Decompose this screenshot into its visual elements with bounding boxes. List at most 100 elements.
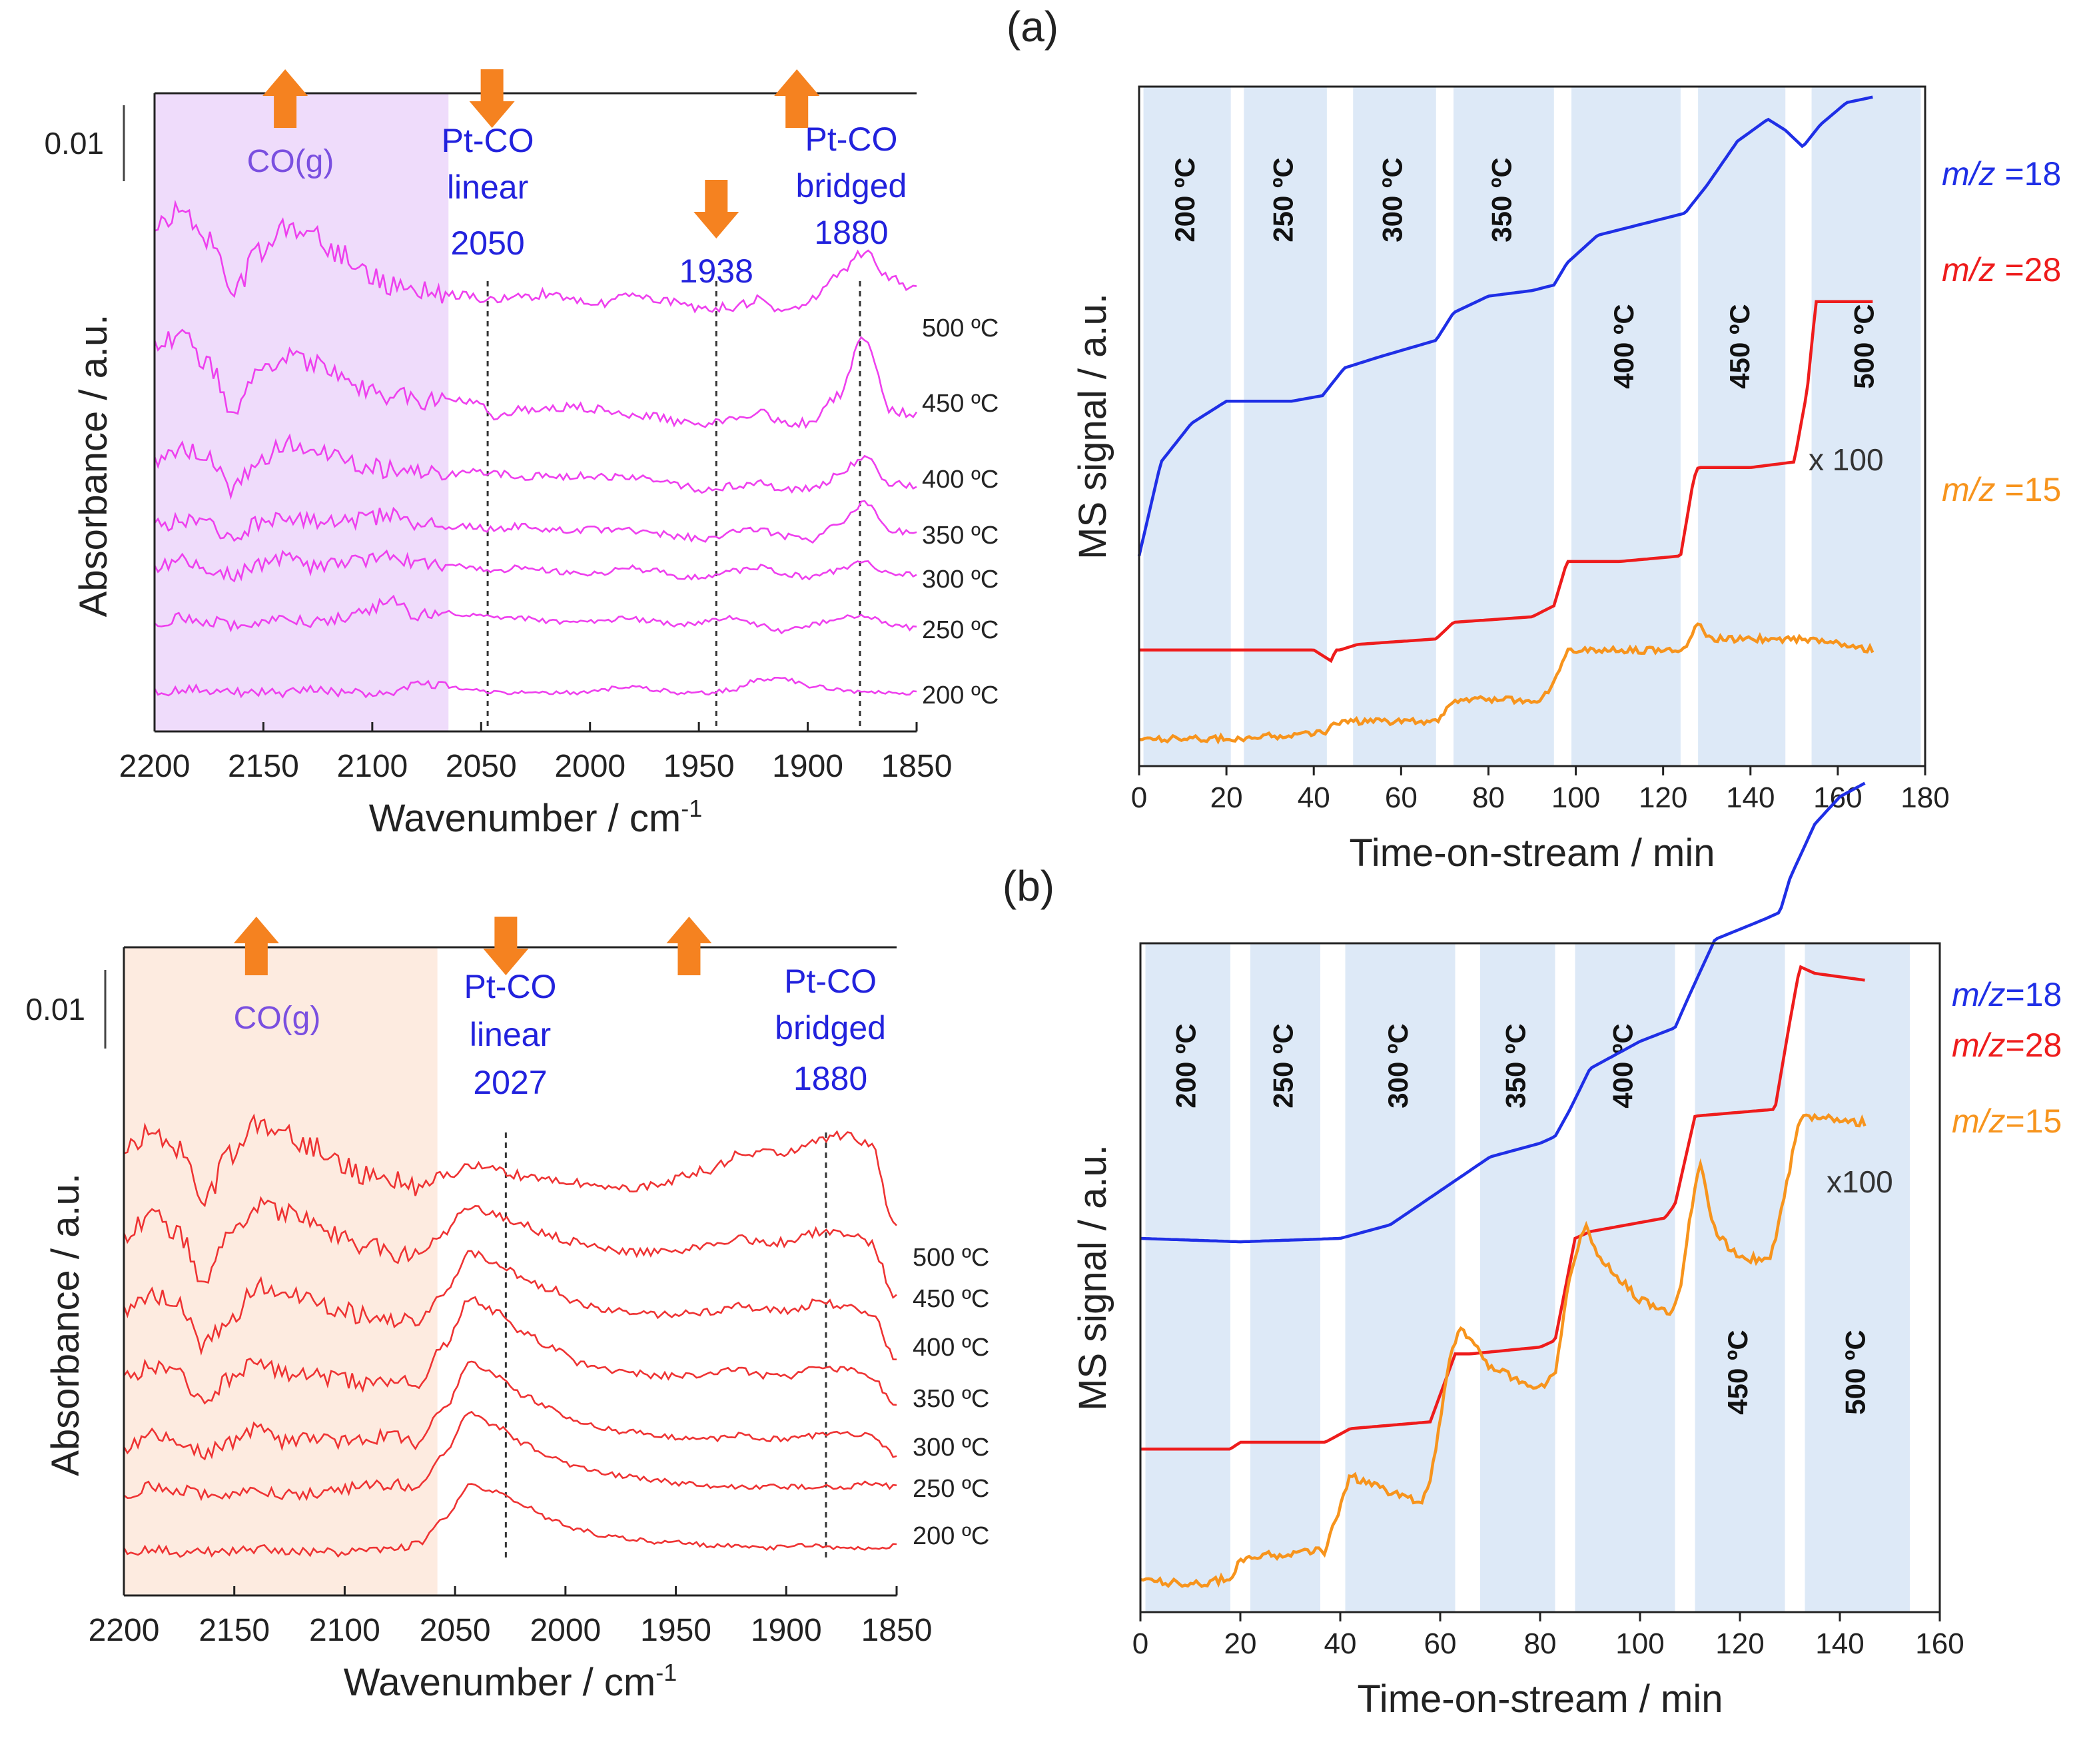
decrease-arrow-icon xyxy=(693,180,739,238)
x-tick-label: 60 xyxy=(1385,781,1418,814)
x-tick-label: 2050 xyxy=(446,749,517,784)
temperature-band xyxy=(1244,87,1327,766)
temperature-band xyxy=(1575,943,1675,1612)
peak-annotation: 2050 xyxy=(450,224,524,262)
x-tick-label: 160 xyxy=(1915,1627,1964,1660)
band-temperature-label: 450 ºC xyxy=(1722,1330,1753,1414)
x-tick-label: 80 xyxy=(1472,781,1505,814)
increase-arrow-icon xyxy=(774,69,820,128)
series-label: 250 ºC xyxy=(922,616,999,644)
band-temperature-label: 200 ºC xyxy=(1170,1023,1201,1108)
band-temperature-label: 300 ºC xyxy=(1377,157,1408,242)
spectrum-line xyxy=(123,1250,897,1360)
ms-signal-chart-a: 200 ºC 250 ºC 300 ºC 350 ºC 400 ºC 450 ºC 500 … xyxy=(1071,85,2061,875)
x-tick-label: 2000 xyxy=(530,1613,601,1648)
x-tick-label: 100 xyxy=(1551,781,1600,814)
band-temperature-label: 450 ºC xyxy=(1724,304,1755,388)
ms-series-line xyxy=(1140,1112,1867,1588)
temperature-band xyxy=(1698,87,1786,766)
series-label: 500 ºC xyxy=(913,1244,989,1272)
band-temperature-label: 500 ºC xyxy=(1839,1330,1871,1414)
series-legend-label: m/z=28 xyxy=(1952,1027,2062,1064)
spectrum-line xyxy=(123,1483,897,1558)
peak-annotation: linear xyxy=(470,1016,551,1053)
peak-annotation: Pt-CO xyxy=(784,963,877,1000)
temperature-band xyxy=(1571,87,1681,766)
peak-annotation: linear xyxy=(447,169,528,206)
x-axis-label: Wavenumber / cm-1 xyxy=(344,1659,677,1704)
x-tick-label: 20 xyxy=(1224,1627,1257,1660)
x-tick-label: 60 xyxy=(1424,1627,1457,1660)
ir-spectra-chart-b: 200 ºC 250 ºC 300 ºC 350 ºC 400 ºC 450 ºC 500 … xyxy=(25,917,989,1704)
series-label: 350 ºC xyxy=(922,522,999,550)
increase-arrow-icon xyxy=(233,917,279,975)
x-tick-label: 2200 xyxy=(89,1613,160,1648)
temperature-band xyxy=(1811,87,1921,766)
decrease-arrow-icon xyxy=(469,69,515,128)
co-gas-shaded-region xyxy=(124,947,438,1595)
co-gas-label: CO(g) xyxy=(247,144,334,179)
x-tick-label: 40 xyxy=(1298,781,1330,814)
spectrum-line xyxy=(123,1410,897,1502)
spectrum-line xyxy=(154,594,917,635)
scale-note: x 100 xyxy=(1809,442,1884,477)
series-label: 200 ºC xyxy=(922,681,999,709)
panel-label-a: (a) xyxy=(1007,3,1058,51)
peak-annotation: Pt-CO xyxy=(464,968,557,1005)
series-legend-label: m/z=18 xyxy=(1952,976,2062,1013)
ms-series-line xyxy=(1140,965,1865,1451)
series-label: 350 ºC xyxy=(913,1385,989,1413)
band-temperature-label: 350 ºC xyxy=(1499,1023,1531,1108)
peak-annotation: 1880 xyxy=(793,1060,867,1097)
co-gas-label: CO(g) xyxy=(234,1001,321,1036)
series-label: 400 ºC xyxy=(922,466,999,494)
series-legend-label: m/z=15 xyxy=(1952,1102,2062,1140)
spectrum-line xyxy=(123,1296,897,1406)
x-tick-label: 80 xyxy=(1524,1627,1557,1660)
temperature-band xyxy=(1480,943,1555,1612)
scale-bar-label: 0.01 xyxy=(25,992,85,1027)
y-axis-label: MS signal / a.u. xyxy=(1071,1144,1114,1411)
x-tick-label: 120 xyxy=(1639,781,1687,814)
spectrum-line xyxy=(123,1113,897,1226)
increase-arrow-icon xyxy=(666,917,712,975)
ms-series-line xyxy=(1139,300,1873,663)
temperature-band xyxy=(1695,943,1785,1612)
x-tick-label: 2150 xyxy=(199,1613,270,1648)
spectrum-line xyxy=(153,433,917,500)
x-tick-label: 2150 xyxy=(228,749,299,784)
series-legend-label: m/z =18 xyxy=(1942,155,2061,193)
x-tick-label: 20 xyxy=(1210,781,1243,814)
peak-annotation: bridged xyxy=(775,1009,886,1047)
series-label: 200 ºC xyxy=(913,1522,989,1550)
band-temperature-label: 350 ºC xyxy=(1485,157,1517,242)
spectrum-line xyxy=(154,199,917,314)
peak-annotation: Pt-CO xyxy=(442,122,534,159)
x-axis-label: Time-on-stream / min xyxy=(1358,1677,1723,1721)
increase-arrow-icon xyxy=(262,69,308,128)
ms-series-line xyxy=(1137,95,1873,557)
band-temperature-label: 250 ºC xyxy=(1268,157,1299,242)
band-temperature-label: 200 ºC xyxy=(1169,157,1200,242)
x-tick-label: 0 xyxy=(1131,781,1147,814)
x-tick-label: 2100 xyxy=(336,749,408,784)
band-temperature-label: 300 ºC xyxy=(1382,1023,1414,1108)
x-tick-label: 0 xyxy=(1132,1627,1148,1660)
series-label: 450 ºC xyxy=(922,390,999,418)
x-tick-label: 40 xyxy=(1324,1627,1357,1660)
temperature-band xyxy=(1143,87,1231,766)
band-temperature-label: 500 ºC xyxy=(1849,304,1880,388)
x-tick-label: 2200 xyxy=(119,749,191,784)
ms-series-line xyxy=(1138,622,1875,745)
x-tick-label: 120 xyxy=(1715,1627,1764,1660)
peak-annotation: Pt-CO xyxy=(805,121,897,158)
x-tick-label: 1900 xyxy=(772,749,843,784)
x-tick-label: 100 xyxy=(1615,1627,1664,1660)
x-axis-label: Wavenumber / cm-1 xyxy=(369,795,702,840)
x-tick-label: 2000 xyxy=(554,749,626,784)
temperature-band xyxy=(1145,943,1230,1612)
spectrum-line xyxy=(153,549,917,583)
panel-label-b: (b) xyxy=(1003,862,1054,910)
ir-spectra-chart-a: 200 ºC 250 ºC 300 ºC 350 ºC 400 ºC 450 ºC 500 … xyxy=(44,69,999,840)
spectrum-line xyxy=(154,500,917,544)
